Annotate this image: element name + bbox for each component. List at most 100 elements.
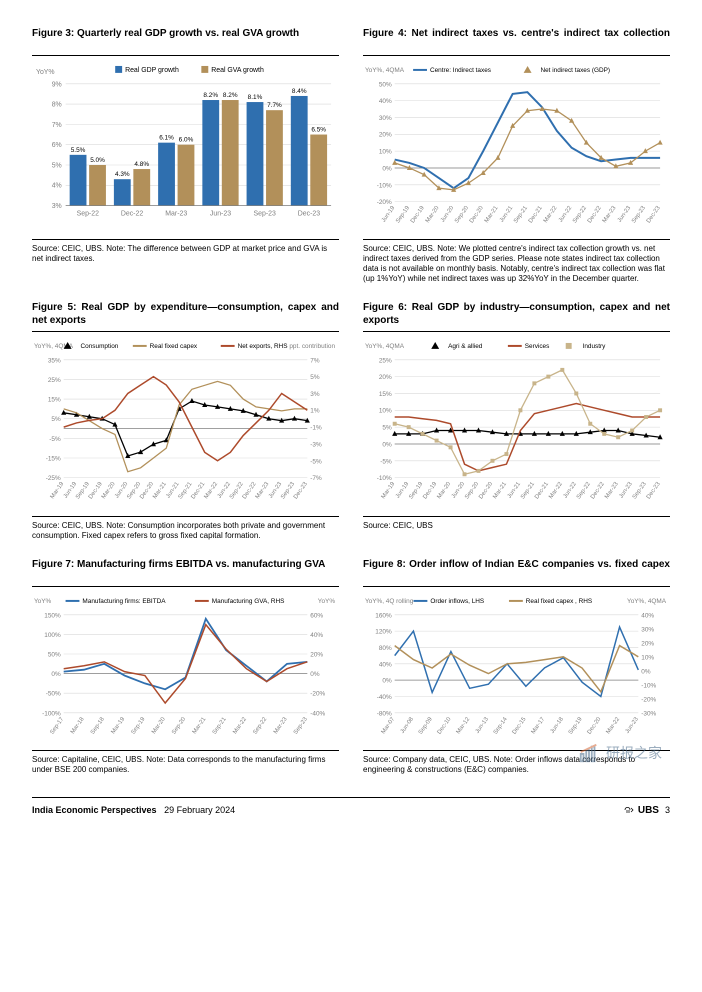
figure-7: Figure 7: Manufacturing firms EBITDA vs.… (32, 559, 339, 776)
svg-text:YoY%: YoY% (318, 597, 336, 604)
svg-text:160%: 160% (375, 612, 392, 619)
svg-text:40%: 40% (641, 612, 654, 619)
svg-text:-50%: -50% (46, 690, 61, 697)
svg-text:8%: 8% (52, 102, 62, 109)
svg-text:Real GDP growth: Real GDP growth (125, 67, 179, 74)
svg-text:3%: 3% (310, 391, 320, 398)
svg-text:-5%: -5% (49, 436, 61, 443)
svg-text:8.4%: 8.4% (292, 88, 307, 95)
svg-text:Mar-20: Mar-20 (425, 205, 441, 224)
ubs-text: UBS (638, 805, 659, 816)
svg-text:Jun-22: Jun-22 (558, 205, 573, 223)
svg-text:Mar-21: Mar-21 (492, 481, 508, 500)
svg-text:Consumption: Consumption (81, 343, 119, 350)
svg-text:-5%: -5% (380, 459, 392, 466)
svg-text:Mar-21: Mar-21 (484, 205, 500, 224)
svg-text:Sep-23: Sep-23 (293, 716, 309, 736)
svg-text:15%: 15% (379, 391, 392, 398)
svg-text:20%: 20% (641, 640, 654, 647)
svg-text:Net indirect taxes (GDP): Net indirect taxes (GDP) (540, 67, 610, 74)
svg-text:40%: 40% (379, 98, 392, 105)
svg-text:Mar-23: Mar-23 (165, 210, 187, 217)
svg-text:-40%: -40% (310, 710, 325, 717)
svg-text:Mar-20: Mar-20 (437, 481, 453, 500)
svg-text:-10%: -10% (641, 682, 656, 689)
figure-6-source: Source: CEIC, UBS (363, 516, 670, 531)
figure-8-chart: -80%-40%0%40%80%120%160%-30%-20%-10%0%10… (363, 593, 670, 747)
footer-title: India Economic Perspectives (32, 805, 157, 815)
svg-text:Dec-20: Dec-20 (469, 205, 485, 225)
svg-text:Sep-23: Sep-23 (254, 210, 276, 217)
figure-4: Figure 4: Net indirect taxes vs. centre'… (363, 28, 670, 284)
svg-text:ppt. contribution: ppt. contribution (289, 343, 335, 350)
svg-text:Sep-22: Sep-22 (77, 210, 99, 217)
svg-text:-40%: -40% (377, 694, 392, 701)
watermark-text: 研报之家 (606, 743, 662, 763)
svg-text:Jun-13: Jun-13 (475, 716, 491, 735)
svg-text:40%: 40% (310, 631, 323, 638)
svg-text:Sep-22: Sep-22 (572, 205, 588, 224)
svg-text:-3%: -3% (310, 442, 322, 449)
svg-text:10%: 10% (379, 149, 392, 156)
svg-text:Mar-22: Mar-22 (232, 716, 248, 735)
svg-text:Sep-22: Sep-22 (252, 716, 268, 735)
svg-text:6%: 6% (52, 142, 62, 149)
ubs-keys-icon (623, 804, 635, 816)
svg-text:4%: 4% (52, 183, 62, 190)
footer-right: UBS 3 (623, 804, 670, 816)
figure-5-source: Source: CEIC, UBS. Note: Consumption inc… (32, 516, 339, 541)
figure-5-title: Figure 5: Real GDP by expenditure—consum… (32, 302, 339, 332)
svg-text:Real fixed capex , RHS: Real fixed capex , RHS (526, 597, 592, 604)
svg-text:Manufacturing firms: EBITDA: Manufacturing firms: EBITDA (82, 597, 166, 604)
svg-text:5%: 5% (382, 425, 392, 432)
svg-text:9%: 9% (52, 81, 62, 88)
svg-text:YoY%: YoY% (34, 597, 52, 604)
svg-text:Mar-17: Mar-17 (531, 716, 547, 735)
svg-text:YoY%, 4Q rolling: YoY%, 4Q rolling (365, 597, 414, 604)
svg-text:40%: 40% (379, 661, 392, 668)
watermark: 研报之家 (578, 742, 662, 764)
svg-text:Mar-22: Mar-22 (606, 716, 622, 735)
svg-text:Sep-09: Sep-09 (418, 716, 434, 736)
svg-text:-10%: -10% (377, 475, 392, 482)
svg-text:Mar-20: Mar-20 (151, 716, 167, 735)
svg-text:Dec-23: Dec-23 (646, 205, 662, 225)
svg-text:Dec-23: Dec-23 (293, 481, 309, 501)
svg-text:YoY%, 4QMA: YoY%, 4QMA (627, 597, 667, 604)
svg-text:Sep-19: Sep-19 (568, 716, 584, 736)
svg-text:Mar-21: Mar-21 (192, 716, 208, 735)
svg-text:-80%: -80% (377, 710, 392, 717)
svg-text:20%: 20% (379, 132, 392, 139)
svg-text:6.0%: 6.0% (179, 137, 194, 144)
svg-text:Order inflows, LHS: Order inflows, LHS (430, 597, 484, 604)
figure-3-title: Figure 3: Quarterly real GDP growth vs. … (32, 28, 339, 56)
svg-text:Dec-15: Dec-15 (512, 715, 528, 735)
svg-text:5.0%: 5.0% (90, 157, 105, 164)
svg-text:Sep-20: Sep-20 (171, 716, 187, 736)
svg-text:Sep-19: Sep-19 (131, 716, 147, 736)
svg-text:8.1%: 8.1% (248, 94, 263, 101)
footer-left: India Economic Perspectives 29 February … (32, 805, 235, 815)
svg-text:Mar-18: Mar-18 (70, 716, 86, 735)
svg-text:Sep-14: Sep-14 (493, 716, 509, 736)
svg-text:-30%: -30% (641, 710, 656, 717)
figure-7-title: Figure 7: Manufacturing firms EBITDA vs.… (32, 559, 339, 587)
figure-5: Figure 5: Real GDP by expenditure—consum… (32, 302, 339, 540)
svg-text:5%: 5% (52, 162, 62, 169)
svg-text:-100%: -100% (42, 710, 61, 717)
figure-6-title: Figure 6: Real GDP by industry—consumpti… (363, 302, 670, 332)
page-number: 3 (665, 805, 670, 815)
page: Figure 3: Quarterly real GDP growth vs. … (0, 0, 702, 834)
svg-text:Mar-23: Mar-23 (273, 716, 289, 735)
figure-6: Figure 6: Real GDP by industry—consumpti… (363, 302, 670, 540)
svg-text:6.1%: 6.1% (159, 135, 174, 142)
svg-text:50%: 50% (379, 81, 392, 88)
svg-text:-5%: -5% (310, 459, 322, 466)
figure-3-source: Source: CEIC, UBS. Note: The difference … (32, 239, 339, 264)
svg-text:Sep-18: Sep-18 (90, 716, 106, 736)
svg-text:7%: 7% (310, 358, 320, 365)
svg-text:-10%: -10% (377, 182, 392, 189)
svg-text:0%: 0% (310, 671, 320, 678)
svg-text:Mar-07: Mar-07 (381, 716, 397, 735)
svg-text:100%: 100% (44, 631, 61, 638)
